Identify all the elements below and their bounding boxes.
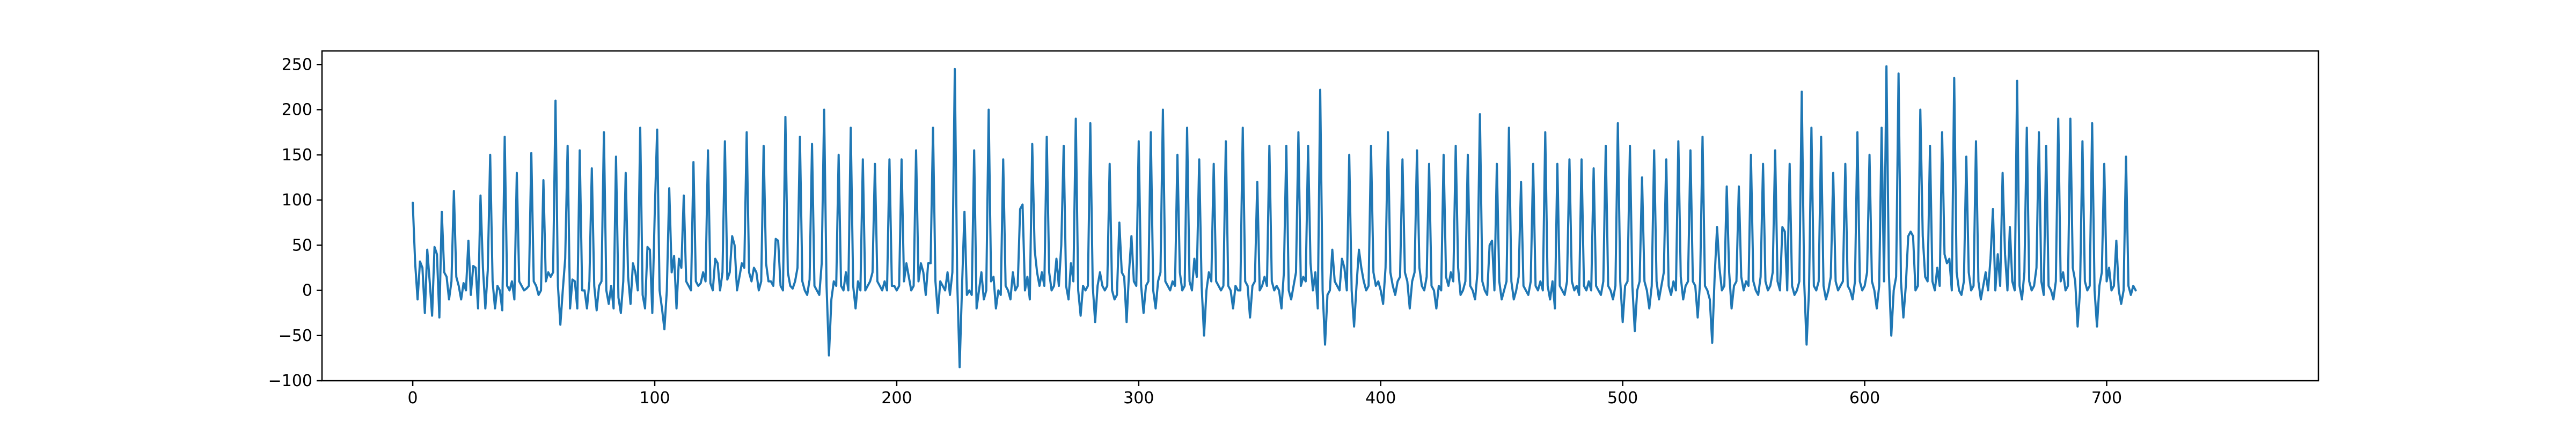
x-tick-label: 300 <box>1123 389 1154 408</box>
series-line-1 <box>412 65 2137 368</box>
y-tick-label: −100 <box>268 372 312 390</box>
axes-frame <box>321 50 2319 382</box>
x-tick-label: 500 <box>1607 389 1638 408</box>
y-tick-label: 100 <box>282 191 312 210</box>
y-tick-label: 0 <box>302 282 312 300</box>
series-layer <box>412 65 2137 368</box>
x-tick-label: 200 <box>881 389 912 408</box>
y-tick-label: −50 <box>279 327 312 345</box>
x-tick-label: 0 <box>408 389 418 408</box>
y-tick-label: 50 <box>292 236 312 255</box>
axes-layer: 0 100 200 300 400 500 600 700 −100 −50 0 50 100 150 20… <box>268 50 2319 408</box>
y-tick-label: 250 <box>282 55 312 74</box>
x-tick-label: 600 <box>1849 389 1880 408</box>
y-tick-label: 200 <box>282 101 312 120</box>
x-tick-label: 400 <box>1365 389 1396 408</box>
y-tick-label: 150 <box>282 146 312 165</box>
x-tick-label: 100 <box>639 389 670 408</box>
x-tick-label: 700 <box>2091 389 2122 408</box>
